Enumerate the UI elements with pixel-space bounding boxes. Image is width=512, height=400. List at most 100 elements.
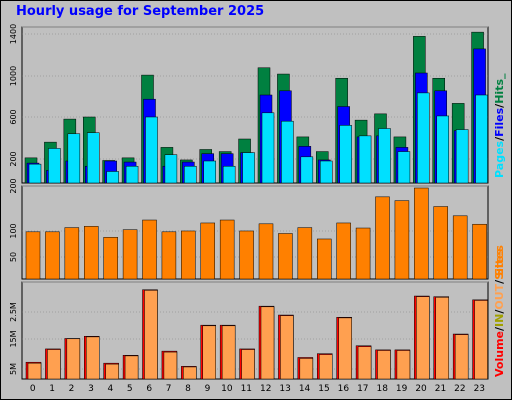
panel-3-plot-area: [21, 281, 489, 380]
x-axis-hour-label: 10: [221, 384, 233, 394]
legend-panel-1: Pages/Files/Hits_: [493, 73, 506, 178]
legend-part: /: [493, 279, 506, 284]
volume-out-bar: [435, 297, 449, 380]
pages-bar: [222, 165, 236, 184]
volume-out-bar: [27, 362, 42, 380]
sites-bar: [452, 215, 468, 280]
pages-bar: [281, 120, 294, 184]
sites-bar: [239, 230, 254, 280]
pages-bar: [242, 152, 255, 184]
pages-bar: [145, 116, 158, 184]
legend-part: OUT: [493, 283, 506, 309]
panel-1-ytick-label: 1000: [9, 66, 18, 86]
pages-bar: [106, 171, 119, 184]
x-axis-hour-label: 20: [415, 384, 427, 394]
volume-out-bar: [221, 325, 236, 380]
legend-panel-3: Volume/IN/OUT/Sites: [493, 248, 506, 377]
legend-part: Files: [493, 107, 506, 137]
pages-bar: [378, 128, 391, 184]
legend-part: /: [493, 103, 506, 108]
volume-out-bar: [47, 349, 61, 380]
legend-part: /: [493, 309, 506, 314]
sites-bar: [45, 231, 60, 280]
volume-out-bar: [416, 296, 430, 380]
legend-part: /: [493, 136, 506, 141]
x-axis-hour-label: 5: [127, 384, 133, 394]
volume-out-bar: [163, 351, 178, 380]
volume-out-bar: [377, 350, 391, 380]
sites-bar: [394, 200, 410, 280]
volume-out-bar: [454, 334, 469, 380]
volume-out-bar: [396, 350, 411, 380]
x-axis-hour-label: 21: [435, 384, 446, 394]
x-axis-hour-label: 9: [205, 384, 211, 394]
x-axis-hour-label: 19: [396, 384, 408, 394]
legend-part: Sites: [493, 248, 506, 279]
x-axis-hour-label: 1: [49, 384, 55, 394]
panel-3-ytick-label: 15M: [9, 330, 18, 347]
legend-part: IN: [493, 314, 506, 327]
volume-out-bar: [124, 355, 139, 380]
volume-out-bar: [474, 300, 488, 380]
sites-bar: [181, 230, 196, 280]
pages-bar: [436, 115, 449, 184]
legend-part: Hits: [493, 79, 506, 104]
pages-bar: [125, 165, 139, 184]
panel-2-ytick-label: 100: [9, 223, 18, 238]
panel-2-ytick-label: 200: [9, 178, 18, 193]
x-axis-hour-label: 8: [185, 384, 191, 394]
volume-out-bar: [202, 325, 216, 380]
legend-part: /: [493, 326, 506, 331]
sites-bar: [200, 222, 215, 280]
sites-bar: [336, 222, 351, 280]
pages-bar: [67, 133, 81, 184]
panel-1-ytick-label: 1400: [9, 24, 18, 44]
sites-bar: [317, 238, 332, 280]
legend-part: Pages: [493, 140, 506, 178]
sites-bar: [297, 227, 313, 280]
sites-bar: [161, 231, 177, 280]
sites-bar: [414, 187, 429, 280]
pages-bar: [184, 165, 197, 184]
volume-out-bar: [183, 366, 197, 380]
x-axis-hour-label: 16: [338, 384, 350, 394]
volume-out-bar: [338, 317, 352, 380]
volume-out-bar: [144, 290, 158, 380]
chart-title: Hourly usage for September 2025: [16, 4, 265, 19]
pages-bar: [417, 92, 430, 184]
pages-bar: [358, 135, 372, 184]
x-axis-hour-label: 3: [88, 384, 94, 394]
sites-bar: [64, 227, 80, 280]
pages-bar: [320, 160, 333, 184]
pages-bar: [48, 148, 61, 184]
pages-bar: [261, 112, 275, 184]
sites-bar: [258, 223, 274, 280]
x-axis-hour-label: 18: [376, 384, 388, 394]
panel-3-ytick-label: 5M: [9, 363, 18, 375]
volume-out-bar: [357, 346, 372, 380]
x-axis-hour-label: 23: [474, 384, 485, 394]
sites-bar: [122, 229, 138, 280]
pages-bar: [475, 94, 488, 184]
volume-out-bar: [280, 315, 294, 380]
sites-bar: [142, 219, 157, 280]
x-axis-hour-label: 17: [357, 384, 368, 394]
panel-3-ytick-label: 2.5M: [9, 302, 18, 322]
x-axis-hour-label: 22: [454, 384, 465, 394]
x-axis-hour-label: 14: [299, 384, 311, 394]
sites-bar: [103, 237, 118, 280]
pages-bar: [164, 154, 178, 184]
volume-out-bar: [66, 338, 81, 380]
x-axis-hour-label: 0: [30, 384, 36, 394]
volume-out-bar: [86, 336, 100, 380]
legend-panel-2: Sites: [493, 245, 506, 276]
panel-2-ytick-label: 50: [9, 252, 18, 262]
pages-bar: [300, 156, 314, 184]
x-axis-hour-label: 15: [318, 384, 329, 394]
pages-bar: [397, 151, 411, 184]
x-axis-hour-label: 7: [166, 384, 172, 394]
legend-part: _: [493, 73, 506, 79]
sites-bar: [472, 223, 487, 280]
sites-bar: [355, 227, 371, 280]
x-axis-hour-label: 4: [108, 384, 114, 394]
